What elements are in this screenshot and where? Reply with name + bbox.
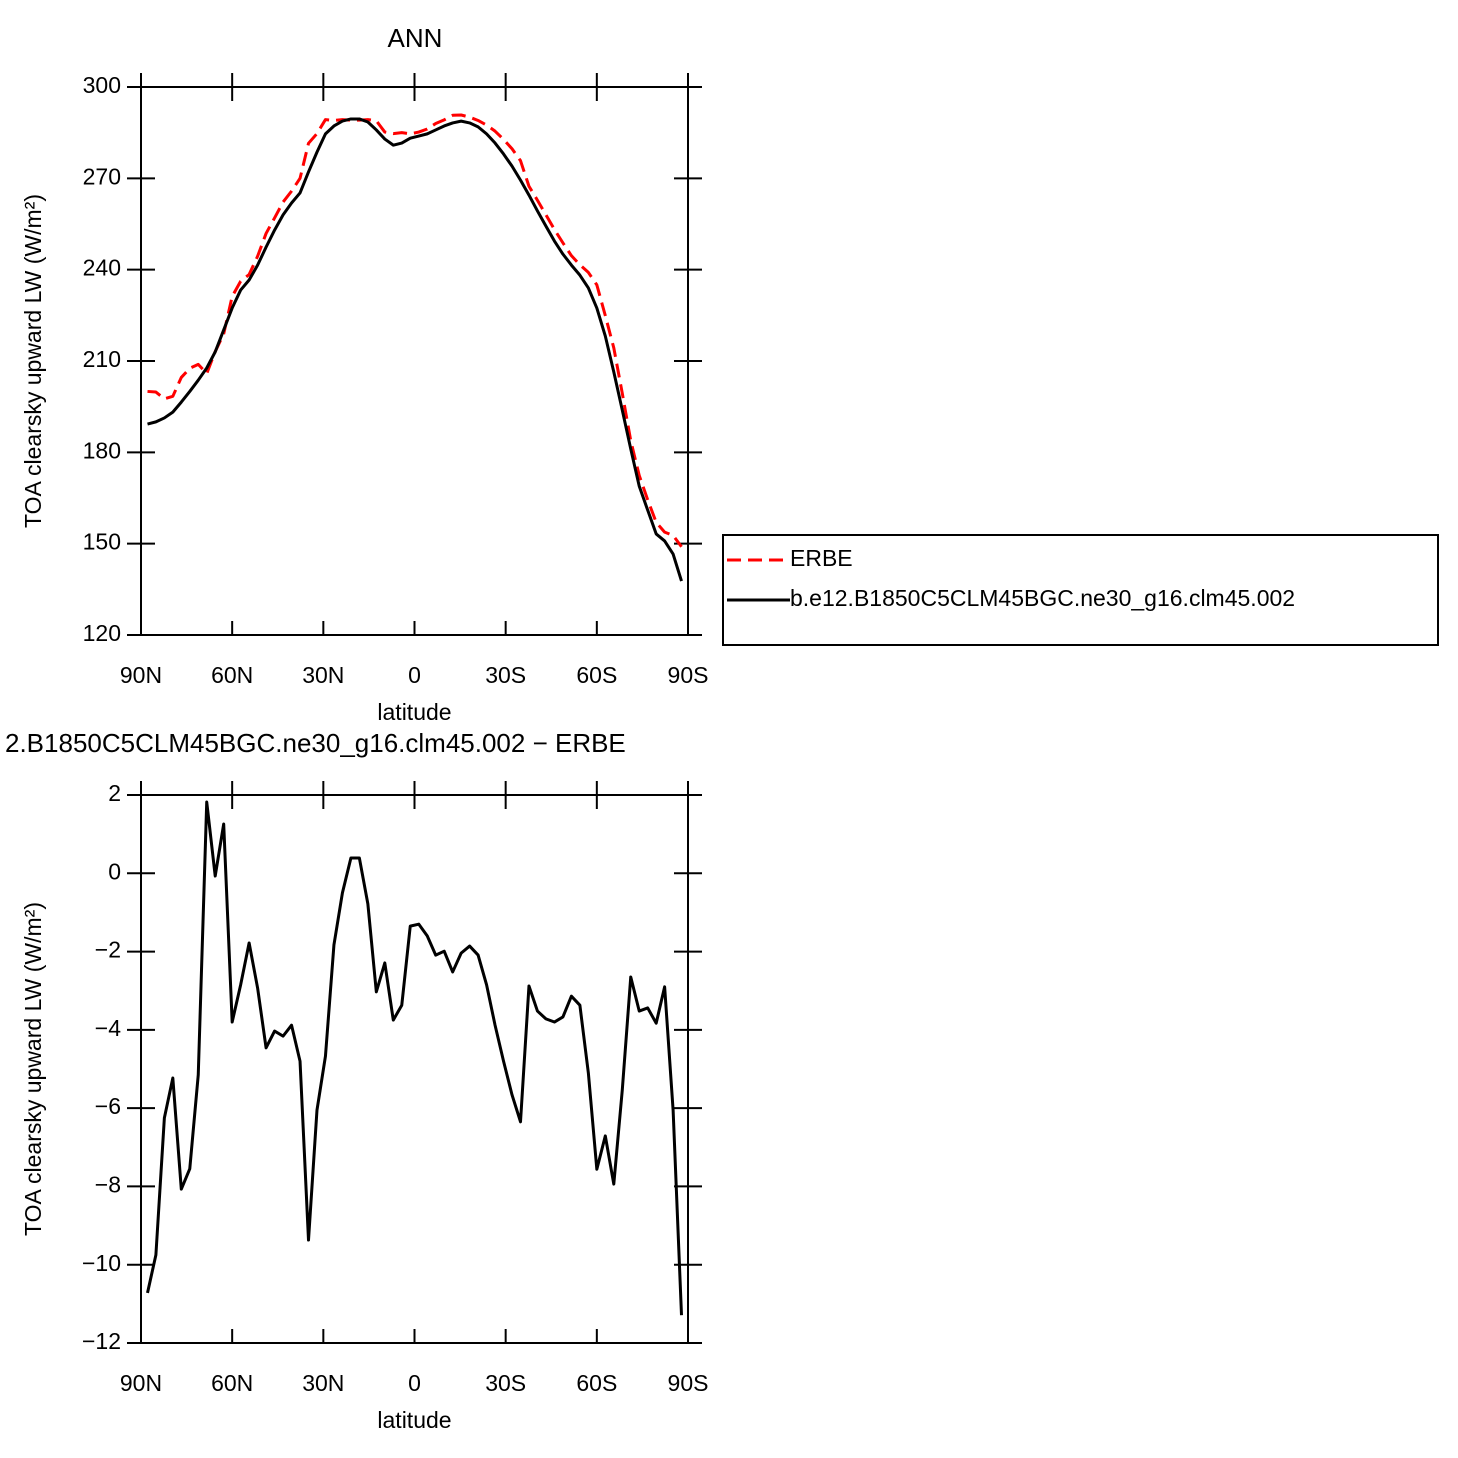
- plot-frame: [140, 86, 689, 636]
- data-line: [147, 117, 683, 582]
- x-tick-label: 90S: [668, 1370, 709, 1396]
- y-tick-label: −2: [95, 937, 121, 963]
- data-line: [147, 113, 683, 548]
- x-tick-label: 60S: [576, 1370, 617, 1396]
- y-tick-label: −10: [82, 1250, 121, 1276]
- y-tick-label: 300: [83, 72, 121, 98]
- legend-label: b.e12.B1850C5CLM45BGC.ne30_g16.clm45.002: [790, 585, 1295, 611]
- y-tick-label: 150: [83, 529, 121, 555]
- x-tick-label: 0: [408, 1370, 421, 1396]
- y-axis-label: TOA clearsky upward LW (W/m²): [20, 194, 46, 528]
- x-tick-label: 0: [408, 662, 421, 688]
- x-tick-label: 90N: [120, 662, 162, 688]
- x-tick-label: 90S: [668, 662, 709, 688]
- chart-title: ANN: [388, 23, 443, 53]
- y-tick-label: −8: [95, 1172, 121, 1198]
- y-tick-label: 180: [83, 437, 121, 463]
- y-tick-label: 2: [108, 780, 121, 806]
- y-tick-label: −12: [82, 1328, 121, 1354]
- x-tick-label: 90N: [120, 1370, 162, 1396]
- x-tick-label: 60S: [576, 662, 617, 688]
- y-tick-label: 270: [83, 163, 121, 189]
- x-axis-label: latitude: [377, 699, 451, 725]
- x-tick-label: 30N: [302, 662, 344, 688]
- x-axis-label: latitude: [377, 1407, 451, 1433]
- y-tick-label: 240: [83, 255, 121, 281]
- x-tick-label: 30S: [485, 662, 526, 688]
- legend-label: ERBE: [790, 545, 853, 571]
- y-tick-label: 210: [83, 346, 121, 372]
- y-tick-label: −4: [95, 1015, 121, 1041]
- plot-frame: [140, 794, 689, 1344]
- data-line: [146, 800, 683, 1316]
- y-tick-label: 120: [83, 620, 121, 646]
- y-axis-label: TOA clearsky upward LW (W/m²): [20, 902, 46, 1236]
- y-tick-label: −6: [95, 1093, 121, 1119]
- x-tick-label: 30N: [302, 1370, 344, 1396]
- x-tick-label: 60N: [211, 1370, 253, 1396]
- legend-box: [722, 534, 1439, 646]
- x-tick-label: 30S: [485, 1370, 526, 1396]
- chart-title: 2.B1850C5CLM45BGC.ne30_g16.clm45.002 − E…: [5, 728, 626, 758]
- x-tick-label: 60N: [211, 662, 253, 688]
- y-tick-label: 0: [108, 858, 121, 884]
